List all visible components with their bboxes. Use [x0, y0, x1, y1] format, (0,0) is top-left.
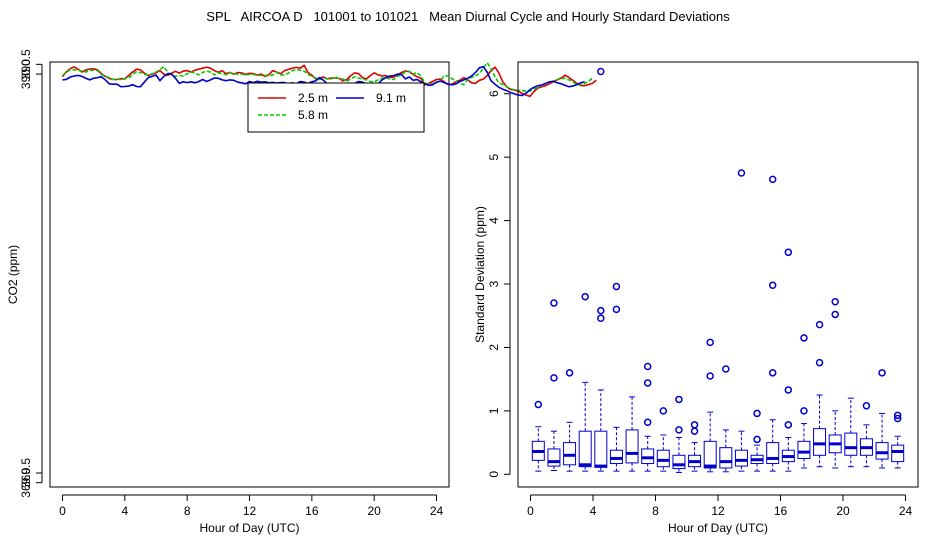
box-outlier: [768, 281, 777, 290]
box-iqr: [578, 430, 592, 468]
sd-x-tick-label: 0: [527, 504, 534, 518]
box-iqr: [766, 442, 780, 465]
box-outlier: [690, 427, 699, 435]
co2-x-tick-label: 24: [430, 504, 444, 518]
co2-x-tick-label: 0: [59, 504, 66, 518]
sd-plot-frame: [517, 61, 919, 488]
box-outlier: [800, 334, 808, 342]
box-outlier: [612, 282, 621, 291]
box-iqr: [719, 447, 733, 469]
box-outlier: [815, 358, 824, 367]
box-outlier: [597, 314, 605, 323]
box-outlier: [737, 169, 746, 177]
legend-label: 5.8 m: [298, 108, 328, 122]
sd-y-tick-label: 5: [487, 153, 501, 160]
co2-y-tick-label: 369.0: [19, 467, 33, 497]
co2-y-tick-label: 390.5: [19, 49, 33, 79]
box-iqr: [641, 448, 655, 465]
box-outlier: [643, 418, 652, 427]
box-iqr: [813, 428, 827, 456]
co2-x-tick-label: 16: [305, 504, 319, 518]
sd-x-tick-label: 16: [774, 504, 788, 518]
box-outlier: [893, 414, 902, 423]
box-outlier: [768, 369, 777, 377]
box-outlier: [659, 407, 668, 415]
sd-y-axis-label: Standard Deviation (ppm): [473, 206, 487, 343]
box-outlier: [550, 299, 558, 307]
co2-x-tick-label: 20: [368, 504, 382, 518]
legend-label: 2.5 m: [298, 91, 328, 105]
co2-y-axis-label: CO2 (ppm): [6, 245, 20, 304]
box-outlier: [753, 409, 761, 418]
box-outlier: [597, 306, 605, 315]
legend-box: [247, 82, 425, 133]
sd-x-axis-label: Hour of Day (UTC): [668, 521, 768, 535]
box-outlier: [612, 305, 621, 314]
box-iqr: [797, 440, 811, 459]
box-outlier: [893, 411, 902, 420]
box-iqr: [563, 442, 577, 466]
box-outlier: [768, 175, 777, 184]
box-outlier: [706, 338, 714, 347]
box-iqr: [547, 448, 561, 467]
box-outlier: [675, 426, 683, 434]
figure-title: SPL AIRCOA D 101001 to 101021 Mean Diurn…: [206, 9, 730, 24]
box-iqr: [734, 449, 748, 467]
box-iqr: [875, 442, 889, 460]
box-outlier: [643, 379, 652, 387]
co2-x-axis-label: Hour of Day (UTC): [199, 521, 299, 535]
box-outlier: [690, 421, 699, 429]
box-outlier: [722, 365, 730, 373]
box-iqr: [703, 440, 717, 469]
co2-x-tick-label: 12: [243, 504, 257, 518]
sd-y-tick-label: 0: [487, 471, 501, 478]
box-iqr: [844, 432, 858, 456]
series-line-58m: [61, 61, 593, 92]
box-outlier: [831, 298, 839, 306]
box-outlier: [675, 395, 683, 404]
sd-x-tick-label: 12: [711, 504, 725, 518]
sd-x-tick-label: 24: [899, 504, 913, 518]
box-outlier: [815, 320, 824, 329]
sd-x-tick-label: 8: [652, 504, 659, 518]
sd-y-tick-label: 2: [487, 344, 501, 351]
box-outlier: [753, 435, 761, 444]
box-outlier: [784, 386, 793, 394]
box-outlier: [831, 310, 839, 319]
box-iqr: [656, 449, 670, 468]
box-outlier: [784, 248, 793, 257]
co2-plot-frame: [49, 61, 450, 488]
box-iqr: [609, 449, 623, 465]
sd-x-tick-label: 4: [590, 504, 597, 518]
co2-x-tick-label: 8: [184, 504, 191, 518]
box-iqr: [594, 430, 608, 468]
co2-x-tick-label: 4: [121, 504, 128, 518]
box-outlier: [597, 67, 605, 76]
box-outlier: [800, 407, 808, 415]
box-outlier: [643, 362, 652, 371]
box-outlier: [565, 369, 574, 377]
series-line-91m: [62, 65, 585, 97]
box-outlier: [706, 372, 714, 380]
box-outlier: [550, 374, 558, 382]
box-outlier: [534, 400, 543, 409]
box-outlier: [581, 292, 589, 301]
co2-y-tick-label: 390.0: [19, 59, 33, 89]
box-iqr: [625, 429, 639, 464]
sd-y-tick-label: 3: [487, 280, 501, 287]
sd-y-tick-label: 6: [487, 90, 501, 97]
box-outlier: [784, 421, 793, 429]
box-iqr: [891, 444, 905, 463]
sd-y-tick-label: 4: [487, 217, 501, 224]
box-outlier: [862, 402, 871, 410]
legend-label: 9.1 m: [376, 91, 406, 105]
sd-y-tick-label: 1: [487, 407, 501, 414]
box-outlier: [878, 369, 886, 377]
sd-x-tick-label: 20: [836, 504, 850, 518]
box-iqr: [672, 454, 686, 470]
co2-y-tick-label: 369.5: [19, 458, 33, 488]
